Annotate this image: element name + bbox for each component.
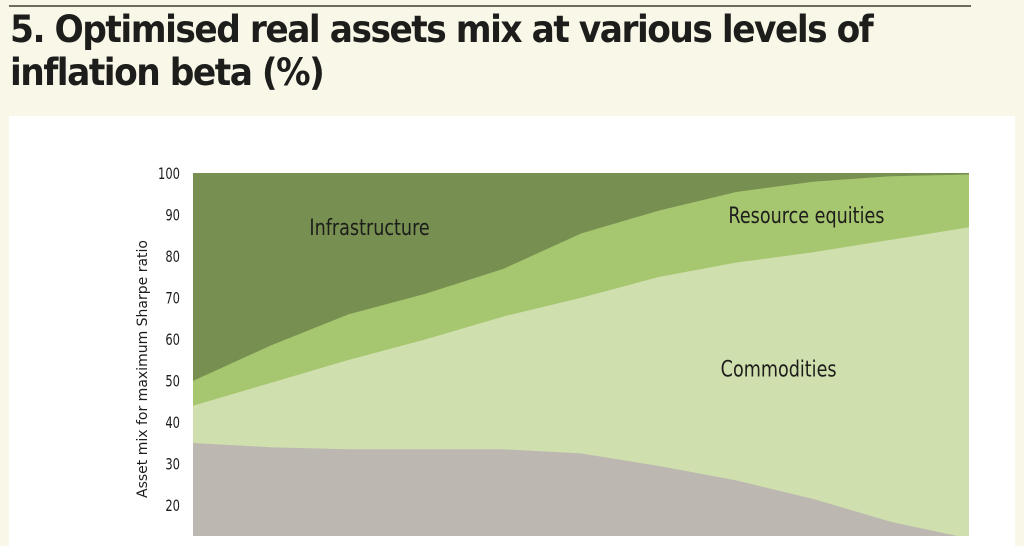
y-tick-label: 100 xyxy=(158,166,180,184)
label-infrastructure: Infrastructure xyxy=(309,215,429,240)
y-tick-label: 50 xyxy=(165,373,180,391)
plot-area xyxy=(193,173,969,536)
label-commodities: Commodities xyxy=(721,356,837,381)
y-tick-label: 80 xyxy=(165,249,180,267)
area-infrastructure xyxy=(193,173,969,381)
top-rule xyxy=(9,5,971,7)
y-tick-label: 90 xyxy=(165,207,180,225)
y-tick-label: 70 xyxy=(165,290,180,308)
y-axis-title: Asset mix for maximum Sharpe ratio xyxy=(135,240,151,498)
series-labels: Infrastructure Resource equities Commoditi… xyxy=(309,203,884,382)
y-tick-label: 60 xyxy=(165,332,180,350)
chart-title: 5. Optimised real assets mix at various … xyxy=(10,8,940,94)
y-axis: 20 30 40 50 60 70 80 90 100 xyxy=(158,166,180,516)
chart-title-line-2: inflation beta (%) xyxy=(10,51,325,94)
chart-title-line-1: 5. Optimised real assets mix at various … xyxy=(10,8,874,51)
y-tick-label: 30 xyxy=(165,456,180,474)
y-tick-label: 20 xyxy=(165,498,180,516)
y-tick-label: 40 xyxy=(165,415,180,433)
label-resource-equities: Resource equities xyxy=(728,203,884,228)
